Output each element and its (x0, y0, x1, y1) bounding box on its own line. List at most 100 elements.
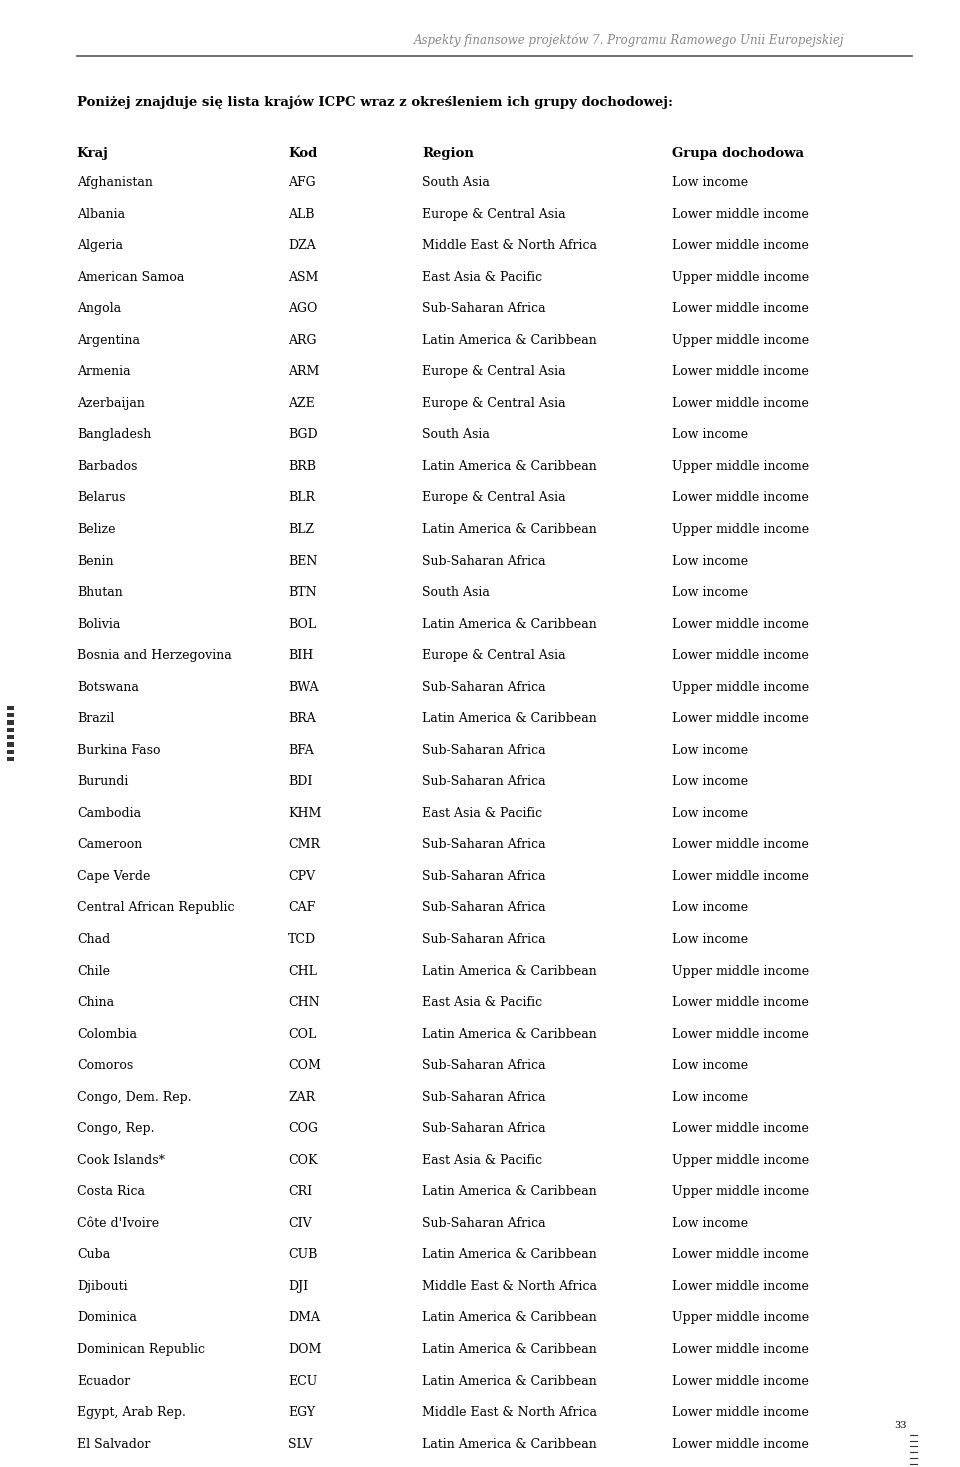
Text: Low income: Low income (672, 901, 748, 914)
Text: Barbados: Barbados (77, 461, 137, 472)
Text: AZE: AZE (288, 396, 315, 409)
Text: Latin America & Caribbean: Latin America & Caribbean (422, 1185, 597, 1199)
Text: American Samoa: American Samoa (77, 270, 184, 283)
Text: ASM: ASM (288, 270, 319, 283)
Text: Region: Region (422, 147, 474, 160)
Text: Cambodia: Cambodia (77, 807, 141, 820)
Text: DOM: DOM (288, 1344, 322, 1356)
Text: Sub-Saharan Africa: Sub-Saharan Africa (422, 838, 546, 851)
Text: Comoros: Comoros (77, 1059, 133, 1072)
Text: Europe & Central Asia: Europe & Central Asia (422, 648, 566, 662)
Text: Lower middle income: Lower middle income (672, 648, 809, 662)
Text: BIH: BIH (288, 648, 313, 662)
Text: Lower middle income: Lower middle income (672, 302, 809, 315)
Text: Low income: Low income (672, 555, 748, 568)
Text: Grupa dochodowa: Grupa dochodowa (672, 147, 804, 160)
Text: COM: COM (288, 1059, 321, 1072)
Text: China: China (77, 996, 114, 1009)
Text: Sub-Saharan Africa: Sub-Saharan Africa (422, 555, 546, 568)
Text: Egypt, Arab Rep.: Egypt, Arab Rep. (77, 1405, 185, 1419)
Text: Congo, Rep.: Congo, Rep. (77, 1122, 155, 1135)
Text: Sub-Saharan Africa: Sub-Saharan Africa (422, 681, 546, 694)
Text: CMR: CMR (288, 838, 320, 851)
Text: BDI: BDI (288, 775, 312, 788)
Text: Colombia: Colombia (77, 1027, 137, 1040)
Text: Low income: Low income (672, 428, 748, 442)
Text: Sub-Saharan Africa: Sub-Saharan Africa (422, 1090, 546, 1103)
Text: Belize: Belize (77, 522, 115, 535)
Text: Albania: Albania (77, 207, 125, 220)
Text: Latin America & Caribbean: Latin America & Caribbean (422, 965, 597, 977)
Text: Sub-Saharan Africa: Sub-Saharan Africa (422, 744, 546, 757)
Text: Lower middle income: Lower middle income (672, 1279, 809, 1292)
Text: Benin: Benin (77, 555, 113, 568)
Text: Latin America & Caribbean: Latin America & Caribbean (422, 1344, 597, 1356)
Text: Latin America & Caribbean: Latin America & Caribbean (422, 1311, 597, 1325)
Text: CAF: CAF (288, 901, 315, 914)
Text: Lower middle income: Lower middle income (672, 239, 809, 252)
Text: Central African Republic: Central African Republic (77, 901, 234, 914)
Text: Algeria: Algeria (77, 239, 123, 252)
Text: Lower middle income: Lower middle income (672, 207, 809, 220)
Text: SLV: SLV (288, 1438, 312, 1451)
Text: CPV: CPV (288, 870, 315, 883)
Text: Lower middle income: Lower middle income (672, 870, 809, 883)
Text: Congo, Dem. Rep.: Congo, Dem. Rep. (77, 1090, 191, 1103)
Text: Sub-Saharan Africa: Sub-Saharan Africa (422, 933, 546, 946)
Text: Latin America & Caribbean: Latin America & Caribbean (422, 1248, 597, 1262)
Text: Lower middle income: Lower middle income (672, 618, 809, 631)
Text: Lower middle income: Lower middle income (672, 491, 809, 505)
Text: Azerbaijan: Azerbaijan (77, 396, 145, 409)
Text: Latin America & Caribbean: Latin America & Caribbean (422, 713, 597, 725)
Text: Latin America & Caribbean: Latin America & Caribbean (422, 522, 597, 535)
Text: Lower middle income: Lower middle income (672, 838, 809, 851)
Text: Low income: Low income (672, 775, 748, 788)
Text: CUB: CUB (288, 1248, 318, 1262)
Text: EGY: EGY (288, 1405, 315, 1419)
Text: ECU: ECU (288, 1375, 317, 1388)
Text: Low income: Low income (672, 1216, 748, 1229)
Text: Low income: Low income (672, 807, 748, 820)
Text: KHM: KHM (288, 807, 322, 820)
Text: Upper middle income: Upper middle income (672, 1153, 809, 1166)
Text: Latin America & Caribbean: Latin America & Caribbean (422, 1438, 597, 1451)
Text: Europe & Central Asia: Europe & Central Asia (422, 396, 566, 409)
Text: Sub-Saharan Africa: Sub-Saharan Africa (422, 775, 546, 788)
Text: BGD: BGD (288, 428, 318, 442)
Text: Djibouti: Djibouti (77, 1279, 128, 1292)
Text: East Asia & Pacific: East Asia & Pacific (422, 996, 542, 1009)
Text: Low income: Low income (672, 176, 748, 189)
Text: Lower middle income: Lower middle income (672, 365, 809, 378)
Text: ARG: ARG (288, 334, 317, 346)
Text: Middle East & North Africa: Middle East & North Africa (422, 1279, 597, 1292)
Text: DJI: DJI (288, 1279, 308, 1292)
Text: CIV: CIV (288, 1216, 312, 1229)
Text: Middle East & North Africa: Middle East & North Africa (422, 239, 597, 252)
Text: Low income: Low income (672, 744, 748, 757)
Text: ARM: ARM (288, 365, 320, 378)
Text: Sub-Saharan Africa: Sub-Saharan Africa (422, 901, 546, 914)
Text: Bhutan: Bhutan (77, 585, 123, 599)
Text: BTN: BTN (288, 585, 317, 599)
Text: BWA: BWA (288, 681, 319, 694)
Text: BFA: BFA (288, 744, 314, 757)
Text: Cape Verde: Cape Verde (77, 870, 150, 883)
Text: Upper middle income: Upper middle income (672, 965, 809, 977)
Text: Botswana: Botswana (77, 681, 138, 694)
Text: Sub-Saharan Africa: Sub-Saharan Africa (422, 1216, 546, 1229)
Text: Lower middle income: Lower middle income (672, 396, 809, 409)
Text: Lower middle income: Lower middle income (672, 1405, 809, 1419)
Text: Belarus: Belarus (77, 491, 126, 505)
Text: Upper middle income: Upper middle income (672, 270, 809, 283)
Text: AGO: AGO (288, 302, 318, 315)
Text: El Salvador: El Salvador (77, 1438, 150, 1451)
Text: Cook Islands*: Cook Islands* (77, 1153, 165, 1166)
Text: BRB: BRB (288, 461, 316, 472)
Text: Cameroon: Cameroon (77, 838, 142, 851)
Text: South Asia: South Asia (422, 428, 491, 442)
Text: Armenia: Armenia (77, 365, 131, 378)
Text: Latin America & Caribbean: Latin America & Caribbean (422, 461, 597, 472)
Text: Latin America & Caribbean: Latin America & Caribbean (422, 1375, 597, 1388)
Text: Low income: Low income (672, 585, 748, 599)
Text: East Asia & Pacific: East Asia & Pacific (422, 807, 542, 820)
